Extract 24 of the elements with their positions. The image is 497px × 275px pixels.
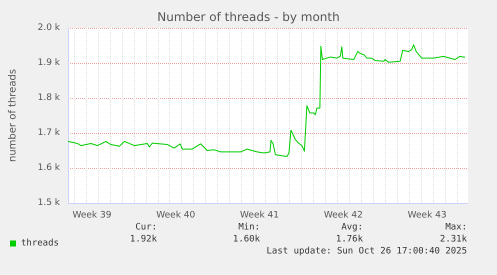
y-axis-title: number of threads (8, 68, 18, 162)
y-tick-label: 1.9 k (38, 58, 61, 68)
line-series (68, 44, 466, 157)
chart-title: Number of threads - by month (157, 10, 340, 24)
y-tick-label: 1.5 k (38, 198, 61, 208)
text: 2.31k (440, 234, 468, 244)
x-tick-label: Week 40 (156, 210, 196, 220)
x-tick-label: Week 43 (408, 210, 447, 220)
x-tick-label: Week 39 (72, 210, 112, 220)
text: Cur: (135, 222, 157, 232)
x-tick-label: Week 41 (240, 210, 280, 220)
text: Avg: (341, 222, 363, 232)
y-tick-label: 1.8 k (38, 93, 61, 103)
text: Min: (238, 222, 260, 232)
text: 1.92k (130, 234, 158, 244)
y-tick-label: 1.6 k (38, 163, 61, 173)
y-tick-label: 1.7 k (38, 128, 61, 138)
legend-label: threads (21, 238, 59, 248)
y-tick-label: 2.0 k (38, 23, 61, 33)
text: Max: (445, 222, 467, 232)
text: 1.76k (336, 234, 364, 244)
text: Last update: Sun Oct 26 17:00:40 2025 (266, 246, 467, 256)
x-tick-label: Week 42 (324, 210, 363, 220)
text: 1.60k (232, 234, 261, 244)
